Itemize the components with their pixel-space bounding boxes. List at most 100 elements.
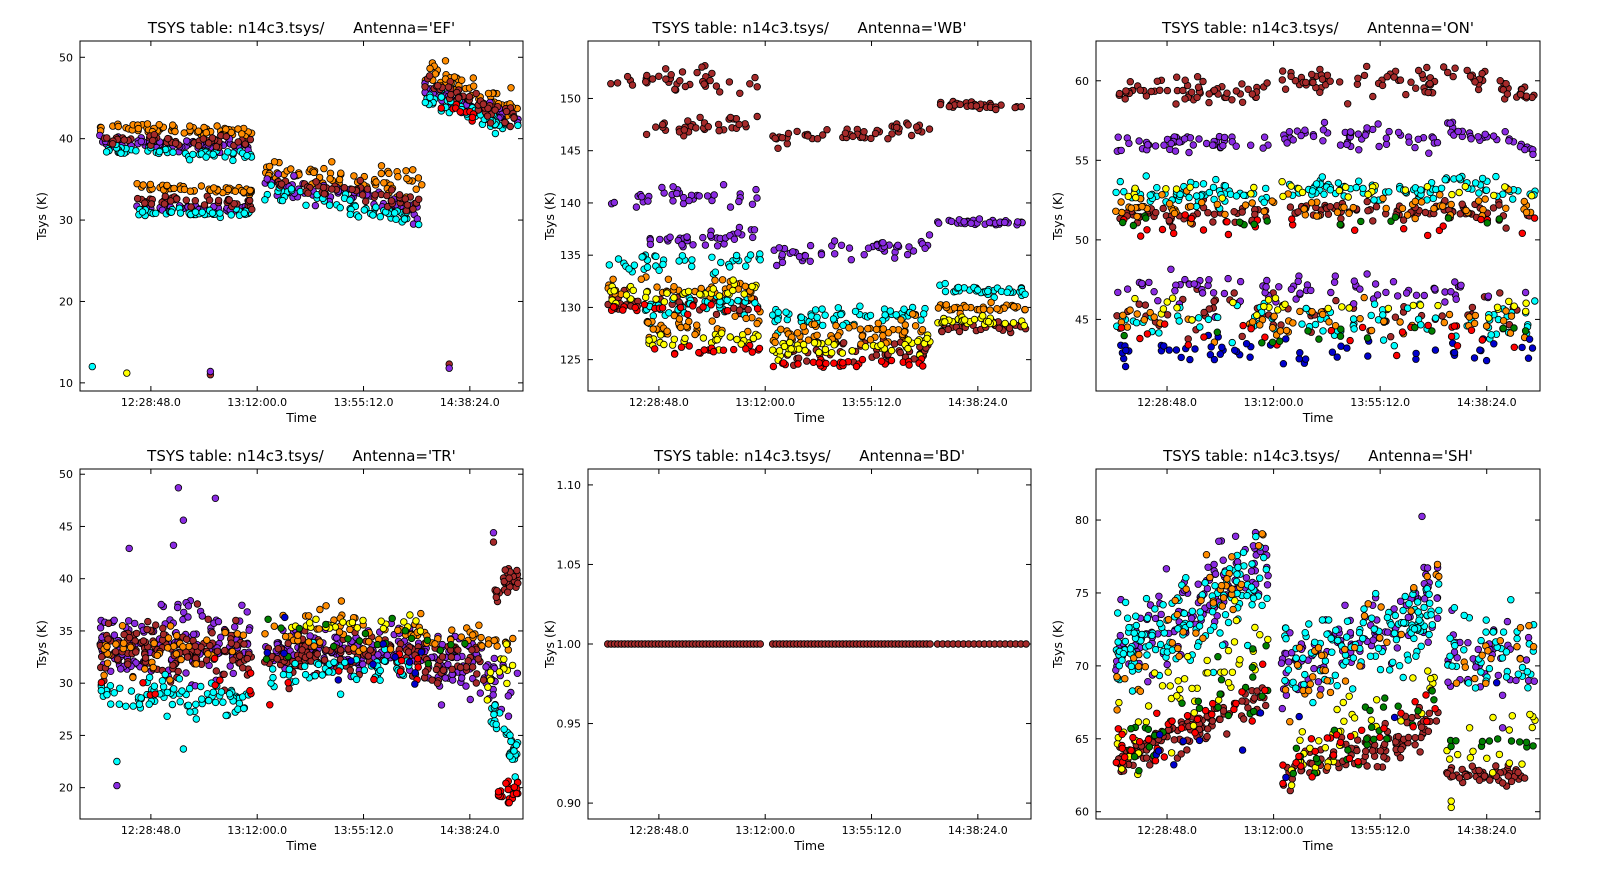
data-point bbox=[1298, 320, 1306, 328]
data-point bbox=[122, 702, 130, 710]
data-point bbox=[1370, 196, 1378, 204]
data-point bbox=[1350, 226, 1359, 234]
data-point bbox=[127, 687, 136, 695]
data-point bbox=[838, 349, 847, 357]
data-point bbox=[220, 646, 229, 655]
data-point bbox=[925, 125, 934, 133]
data-point bbox=[684, 310, 692, 319]
data-point bbox=[304, 189, 312, 197]
data-point bbox=[370, 675, 378, 684]
data-point bbox=[821, 311, 829, 319]
data-point bbox=[500, 655, 508, 663]
data-point bbox=[414, 655, 422, 663]
data-point bbox=[1531, 297, 1539, 305]
data-point bbox=[1414, 608, 1422, 616]
data-point bbox=[1117, 146, 1125, 155]
data-point bbox=[755, 344, 764, 353]
data-point bbox=[212, 142, 221, 151]
data-point bbox=[1142, 172, 1150, 180]
data-point bbox=[890, 340, 899, 348]
data-point bbox=[230, 199, 238, 208]
data-point bbox=[411, 680, 419, 688]
data-point bbox=[274, 170, 282, 178]
data-point bbox=[1362, 62, 1371, 71]
data-point bbox=[1221, 182, 1230, 190]
data-point bbox=[1359, 184, 1367, 193]
data-point bbox=[938, 327, 946, 336]
data-point bbox=[1300, 680, 1308, 689]
data-point bbox=[1315, 335, 1323, 343]
data-point bbox=[1172, 100, 1180, 108]
data-point bbox=[775, 244, 783, 252]
data-point bbox=[1471, 311, 1480, 320]
data-point bbox=[1167, 139, 1175, 148]
x-tick-labels: 12:28:48.0 13:12:00.0 13:55:12.0 14:38:2… bbox=[629, 396, 1008, 409]
data-point bbox=[1170, 209, 1179, 218]
data-point bbox=[1136, 232, 1145, 240]
data-point bbox=[1136, 86, 1144, 94]
data-point bbox=[736, 89, 744, 97]
data-point bbox=[328, 158, 336, 166]
data-point bbox=[1230, 346, 1239, 354]
data-point bbox=[1492, 172, 1500, 181]
data-point bbox=[1121, 598, 1130, 607]
data-point bbox=[261, 196, 269, 204]
data-point bbox=[917, 316, 925, 324]
data-point bbox=[692, 124, 700, 132]
data-point bbox=[656, 235, 664, 244]
data-point bbox=[229, 669, 237, 678]
data-point bbox=[658, 120, 667, 129]
data-point bbox=[261, 630, 269, 638]
data-point bbox=[478, 642, 486, 650]
data-point bbox=[748, 282, 756, 291]
data-point bbox=[1156, 619, 1164, 628]
data-point bbox=[1250, 183, 1258, 192]
data-point bbox=[1319, 126, 1328, 134]
data-point bbox=[1336, 332, 1345, 340]
data-point bbox=[194, 142, 203, 150]
data-point bbox=[1392, 351, 1401, 360]
data-point bbox=[1140, 316, 1148, 324]
data-point bbox=[172, 650, 181, 658]
data-point bbox=[1356, 285, 1364, 293]
data-point bbox=[426, 93, 434, 101]
data-point bbox=[1370, 625, 1378, 633]
data-point bbox=[102, 148, 111, 156]
data-point bbox=[490, 654, 498, 663]
data-point bbox=[1247, 567, 1256, 575]
data-point bbox=[197, 182, 206, 190]
data-point bbox=[1219, 141, 1227, 150]
data-point bbox=[263, 175, 271, 183]
data-point bbox=[1309, 132, 1318, 141]
data-point bbox=[1371, 280, 1380, 288]
data-point bbox=[1404, 656, 1412, 664]
data-point bbox=[224, 148, 232, 156]
data-point bbox=[1279, 360, 1288, 368]
data-point bbox=[1289, 136, 1297, 144]
data-point bbox=[139, 679, 147, 687]
data-point bbox=[1307, 70, 1316, 79]
data-point bbox=[860, 250, 868, 259]
y-axis-label: Tsys (K) bbox=[34, 620, 49, 669]
data-point bbox=[1145, 642, 1153, 650]
data-point bbox=[1405, 138, 1413, 146]
data-point bbox=[169, 541, 178, 549]
data-point bbox=[301, 662, 309, 670]
data-point bbox=[318, 671, 326, 679]
data-point bbox=[678, 68, 687, 76]
data-point bbox=[1433, 138, 1442, 147]
data-point bbox=[1382, 134, 1391, 142]
data-point bbox=[962, 303, 970, 311]
data-point bbox=[1342, 633, 1351, 641]
data-point bbox=[409, 166, 417, 174]
data-point bbox=[1153, 183, 1161, 192]
data-point bbox=[489, 529, 498, 537]
data-point bbox=[861, 343, 870, 351]
data-point bbox=[860, 127, 868, 136]
data-point bbox=[1367, 326, 1376, 335]
data-point bbox=[465, 92, 474, 101]
data-point bbox=[1378, 81, 1387, 90]
data-point bbox=[1482, 322, 1491, 330]
data-point bbox=[830, 341, 838, 349]
data-point bbox=[663, 289, 671, 297]
